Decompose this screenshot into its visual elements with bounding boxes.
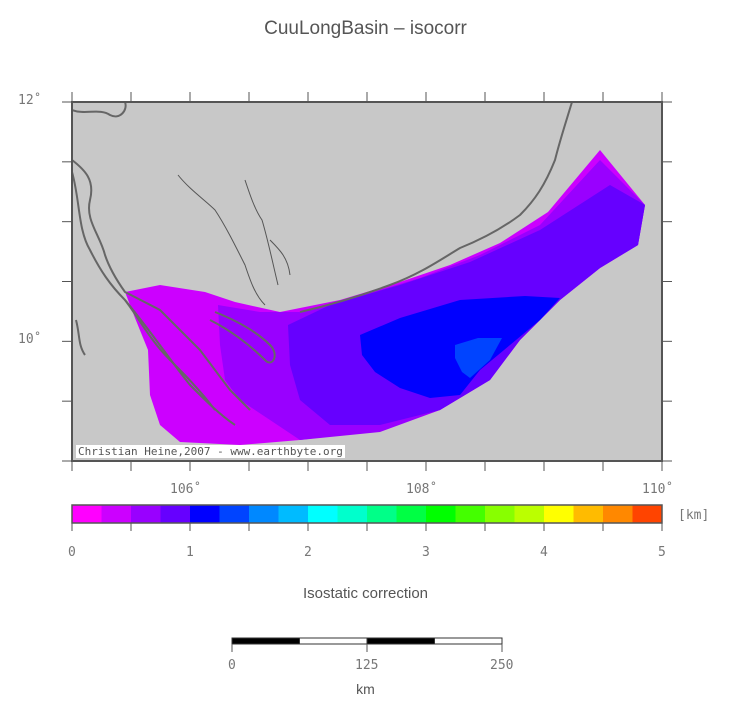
scale-bar-segment <box>366 637 435 645</box>
colorbar-cell <box>455 505 486 523</box>
colorbar-cell <box>544 505 574 523</box>
lon-tick-label: 108˚ <box>406 482 438 497</box>
colorbar-cell <box>485 505 515 523</box>
colorbar <box>72 505 663 523</box>
colorbar-tick-label: 0 <box>68 545 76 560</box>
colorbar-cell <box>603 505 633 523</box>
isocorr-grid <box>72 102 645 445</box>
colorbar-cell <box>514 505 545 523</box>
scale-bar-label: 125 <box>355 658 379 673</box>
map-ticks <box>62 92 672 471</box>
colorbar-title: Isostatic correction <box>302 585 429 602</box>
colorbar-ticks <box>71 523 663 531</box>
colorbar-cell <box>72 505 102 523</box>
lat-tick-label: 12˚ <box>18 93 42 108</box>
scale-bar-segment <box>434 637 503 645</box>
colorbar-cell <box>573 505 604 523</box>
credit-text: Christian Heine,2007 - www.earthbyte.org <box>76 445 345 458</box>
colorbar-tick-label: 5 <box>658 545 666 560</box>
colorbar-unit: [km] <box>678 508 710 523</box>
coastline <box>72 102 573 426</box>
lon-tick-label: 106˚ <box>170 482 202 497</box>
colorbar-cell <box>308 505 338 523</box>
colorbar-cell <box>337 505 368 523</box>
colorbar-cell <box>131 505 161 523</box>
colorbar-cell <box>367 505 397 523</box>
river-network <box>177 174 291 306</box>
colorbar-tick-label: 1 <box>186 545 194 560</box>
scale-bar-label: 250 <box>490 658 514 673</box>
colorbar-tick-label: 4 <box>540 545 548 560</box>
colorbar-cell <box>278 505 309 523</box>
colorbar-cell <box>190 505 220 523</box>
colorbar-cell <box>219 505 250 523</box>
colorbar-cell <box>632 505 663 523</box>
isocorr-zone-lightblue <box>455 338 502 378</box>
lat-tick-label: 10˚ <box>18 332 42 348</box>
scale-bar-segment <box>231 637 300 645</box>
colorbar-cell <box>101 505 132 523</box>
scale-bar-label: 0 <box>228 658 236 673</box>
map-title: CuuLongBasin – isocorr <box>264 18 467 39</box>
colorbar-cell <box>396 505 427 523</box>
colorbar-cell <box>426 505 456 523</box>
scale-bar <box>231 637 503 652</box>
colorbar-tick-label: 2 <box>304 545 312 560</box>
scale-bar-segment <box>299 637 368 645</box>
colorbar-tick-label: 3 <box>422 545 430 560</box>
scale-bar-unit: km <box>356 681 375 697</box>
colorbar-cell <box>160 505 191 523</box>
lon-tick-label: 110˚ <box>642 482 674 497</box>
colorbar-cell <box>249 505 279 523</box>
